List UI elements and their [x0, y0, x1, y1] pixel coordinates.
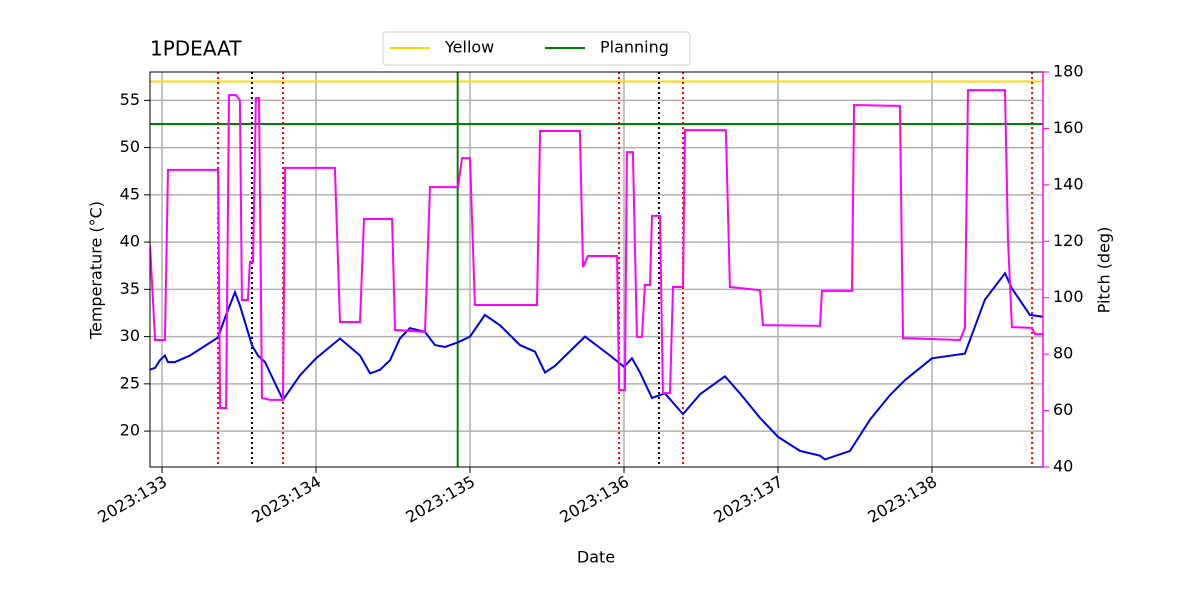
data-line	[150, 89, 1043, 409]
y2-tick-label: 60	[1053, 400, 1073, 419]
y-tick-label: 35	[120, 279, 140, 298]
y-axis-label: Temperature (°C)	[87, 201, 106, 340]
legend-label: Planning	[600, 38, 669, 57]
y2-tick-label: 120	[1053, 231, 1084, 250]
y2-axis-label: Pitch (deg)	[1095, 227, 1114, 314]
x-axis-label: Date	[577, 548, 615, 567]
data-line	[150, 271, 1043, 461]
x-tick-label: 2023:133	[94, 472, 170, 527]
y-tick-label: 30	[120, 326, 140, 345]
chart-title: 1PDEAAT	[150, 37, 242, 61]
x-tick-label: 2023:136	[556, 472, 632, 527]
legend-box	[382, 31, 691, 66]
x-tick-label: 2023:138	[864, 472, 940, 527]
x-tick-label: 2023:137	[710, 472, 786, 527]
y2-tick-label: 140	[1053, 174, 1084, 193]
y2-tick-label: 80	[1053, 344, 1073, 363]
x-tick-label: 2023:135	[402, 472, 478, 527]
y2-tick-label: 100	[1053, 287, 1084, 306]
y-tick-label: 25	[120, 373, 140, 392]
y-tick-label: 45	[120, 184, 140, 203]
x-tick-label: 2023:134	[248, 472, 324, 527]
y-tick-label: 50	[120, 137, 140, 156]
y-tick-label: 20	[120, 421, 140, 440]
y2-tick-label: 40	[1053, 457, 1073, 476]
y-tick-label: 55	[120, 90, 140, 109]
legend-label: Yellow	[444, 38, 494, 57]
y2-tick-label: 160	[1053, 118, 1084, 137]
y2-tick-label: 180	[1053, 62, 1084, 81]
y-tick-label: 40	[120, 232, 140, 251]
